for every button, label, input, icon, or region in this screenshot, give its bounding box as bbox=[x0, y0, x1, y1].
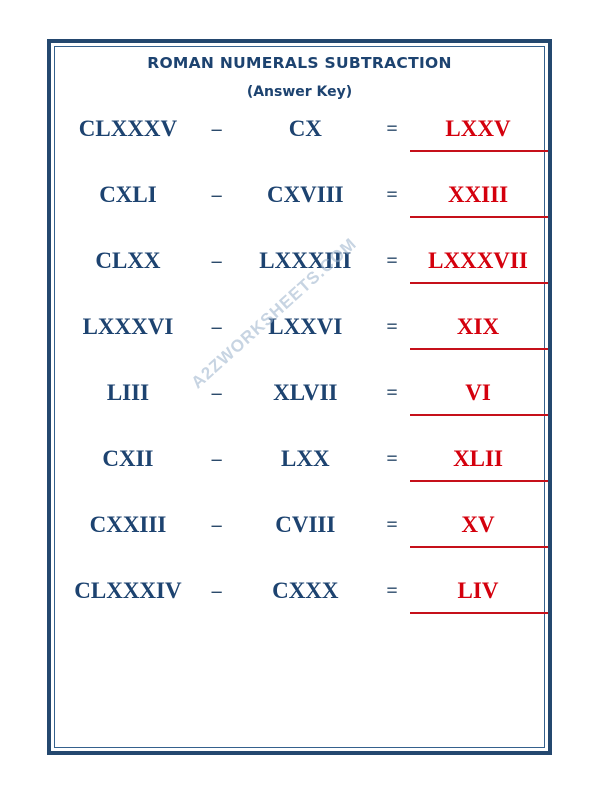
operand-2: XLVII bbox=[273, 380, 338, 405]
operand-2: CVIII bbox=[275, 512, 336, 537]
answer-field[interactable]: XIX bbox=[408, 312, 548, 350]
equals-sign: = bbox=[386, 316, 398, 338]
operand-2: LXX bbox=[281, 446, 330, 471]
equals-sign: = bbox=[386, 580, 398, 602]
equals-sign: = bbox=[386, 184, 398, 206]
equals-sign: = bbox=[386, 250, 398, 272]
answer-underline bbox=[409, 348, 548, 350]
minus-sign: – bbox=[211, 118, 222, 140]
problem-row: LIII – XLVII = VI bbox=[51, 378, 548, 444]
answer-underline bbox=[409, 480, 548, 482]
operand-1: CLXX bbox=[95, 248, 161, 273]
answer-value: LIV bbox=[457, 578, 499, 603]
answer-value: XV bbox=[461, 512, 495, 537]
operand-1: CXII bbox=[102, 446, 154, 471]
minus-sign: – bbox=[211, 448, 222, 470]
minus-sign: – bbox=[211, 580, 222, 602]
answer-underline bbox=[409, 282, 548, 284]
equals-sign: = bbox=[386, 514, 398, 536]
answer-field[interactable]: LXXV bbox=[408, 114, 548, 152]
operand-1: CLXXXV bbox=[78, 116, 178, 141]
problem-row: CXLI – CXVIII = XXIII bbox=[51, 180, 548, 246]
page-subtitle: (Answer Key) bbox=[246, 84, 353, 100]
problem-row: CLXXXV – CX = LXXV bbox=[51, 114, 548, 180]
answer-field[interactable]: XXIII bbox=[408, 180, 548, 218]
operand-2: CX bbox=[288, 116, 322, 141]
operand-2: CXXX bbox=[272, 578, 339, 603]
equals-sign: = bbox=[386, 118, 398, 140]
equals-sign: = bbox=[386, 382, 398, 404]
operand-2: CXVIII bbox=[266, 182, 344, 207]
problem-row: CXII – LXX = XLII bbox=[51, 444, 548, 510]
minus-sign: – bbox=[211, 250, 222, 272]
answer-field[interactable]: VI bbox=[408, 378, 548, 416]
minus-sign: – bbox=[211, 184, 222, 206]
title-block: ROMAN NUMERALS SUBTRACTION (Answer Key) bbox=[51, 54, 548, 100]
problem-row: CXXIII – CVIII = XV bbox=[51, 510, 548, 576]
problem-row: LXXXVI – LXXVI = XIX bbox=[51, 312, 548, 378]
problem-row: CLXXXIV – CXXX = LIV bbox=[51, 576, 548, 642]
minus-sign: – bbox=[211, 316, 222, 338]
answer-underline bbox=[409, 216, 548, 218]
worksheet-content: ROMAN NUMERALS SUBTRACTION (Answer Key) … bbox=[51, 43, 548, 751]
answer-underline bbox=[409, 150, 548, 152]
page-title: ROMAN NUMERALS SUBTRACTION bbox=[147, 54, 452, 72]
answer-value: XLII bbox=[453, 446, 503, 471]
answer-underline bbox=[409, 414, 548, 416]
operand-2: LXXXIII bbox=[259, 248, 352, 273]
answer-value: XIX bbox=[456, 314, 500, 339]
equals-sign: = bbox=[386, 448, 398, 470]
problem-list: CLXXXV – CX = LXXV CXLI – CXVIII = bbox=[51, 114, 548, 642]
operand-2: LXXVI bbox=[268, 314, 343, 339]
worksheet-border-frame: ROMAN NUMERALS SUBTRACTION (Answer Key) … bbox=[47, 39, 552, 755]
minus-sign: – bbox=[211, 514, 222, 536]
operand-1: LIII bbox=[106, 380, 150, 405]
answer-value: LXXV bbox=[445, 116, 511, 141]
operand-1: LXXXVI bbox=[82, 314, 174, 339]
operand-1: CLXXXIV bbox=[74, 578, 182, 603]
answer-value: XXIII bbox=[447, 182, 509, 207]
answer-field[interactable]: XV bbox=[408, 510, 548, 548]
minus-sign: – bbox=[211, 382, 222, 404]
operand-1: CXLI bbox=[99, 182, 157, 207]
answer-value: LXXXVII bbox=[428, 248, 528, 273]
answer-value: VI bbox=[465, 380, 491, 405]
answer-field[interactable]: XLII bbox=[408, 444, 548, 482]
problem-row: CLXX – LXXXIII = LXXXVII bbox=[51, 246, 548, 312]
answer-underline bbox=[409, 546, 548, 548]
answer-underline bbox=[409, 612, 548, 614]
answer-field[interactable]: LIV bbox=[408, 576, 548, 614]
operand-1: CXXIII bbox=[89, 512, 167, 537]
answer-field[interactable]: LXXXVII bbox=[408, 246, 548, 284]
